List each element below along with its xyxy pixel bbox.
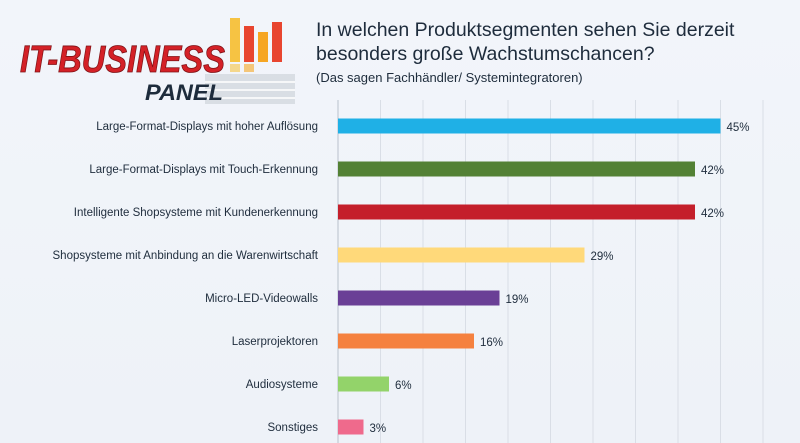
it-business-panel-logo: IT-BUSINESS PANEL <box>20 18 295 105</box>
value-label: 42% <box>701 165 724 177</box>
value-label: 3% <box>370 423 387 435</box>
logo-bars <box>230 18 282 72</box>
chart-title: In welchen Produktsegmenten sehen Sie de… <box>316 19 735 65</box>
category-label: Intelligente Shopsysteme mit Kundenerken… <box>74 207 318 219</box>
bar-chart: Large-Format-Displays mit hoher Auflösun… <box>53 100 764 443</box>
chart-bars <box>338 118 721 435</box>
category-label: Large-Format-Displays mit hoher Auflösun… <box>96 121 318 133</box>
value-label: 29% <box>591 251 614 263</box>
bar <box>338 161 695 177</box>
value-label: 45% <box>727 122 750 134</box>
logo-shadow-grid <box>205 74 295 104</box>
bar <box>338 118 721 134</box>
category-label: Laserprojektoren <box>232 336 318 348</box>
bar <box>338 290 500 306</box>
bar <box>338 247 585 263</box>
value-label: 42% <box>701 208 724 220</box>
chart-gridlines <box>337 100 764 443</box>
value-label: 6% <box>395 380 412 392</box>
value-label: 19% <box>506 294 529 306</box>
category-label: Micro-LED-Videowalls <box>205 293 318 305</box>
category-label: Sonstiges <box>267 422 318 434</box>
bar <box>338 204 695 220</box>
chart-subtitle: (Das sagen Fachhändler/ Systemintegrator… <box>316 70 583 85</box>
category-label: Large-Format-Displays mit Touch-Erkennun… <box>89 164 318 176</box>
logo-text-panel: PANEL <box>145 80 223 105</box>
chart-category-labels: Large-Format-Displays mit hoher Auflösun… <box>53 121 319 434</box>
bar <box>338 333 474 349</box>
chart-value-labels: 45% 42% 42% 29% 19% 16% 6% 3% <box>370 122 750 435</box>
bar <box>338 376 389 392</box>
bar <box>338 419 364 435</box>
value-label: 16% <box>480 337 503 349</box>
category-label: Audiosysteme <box>246 379 318 391</box>
category-label: Shopsysteme mit Anbindung an die Warenwi… <box>53 250 319 262</box>
logo-text-it-business: IT-BUSINESS <box>20 39 225 81</box>
